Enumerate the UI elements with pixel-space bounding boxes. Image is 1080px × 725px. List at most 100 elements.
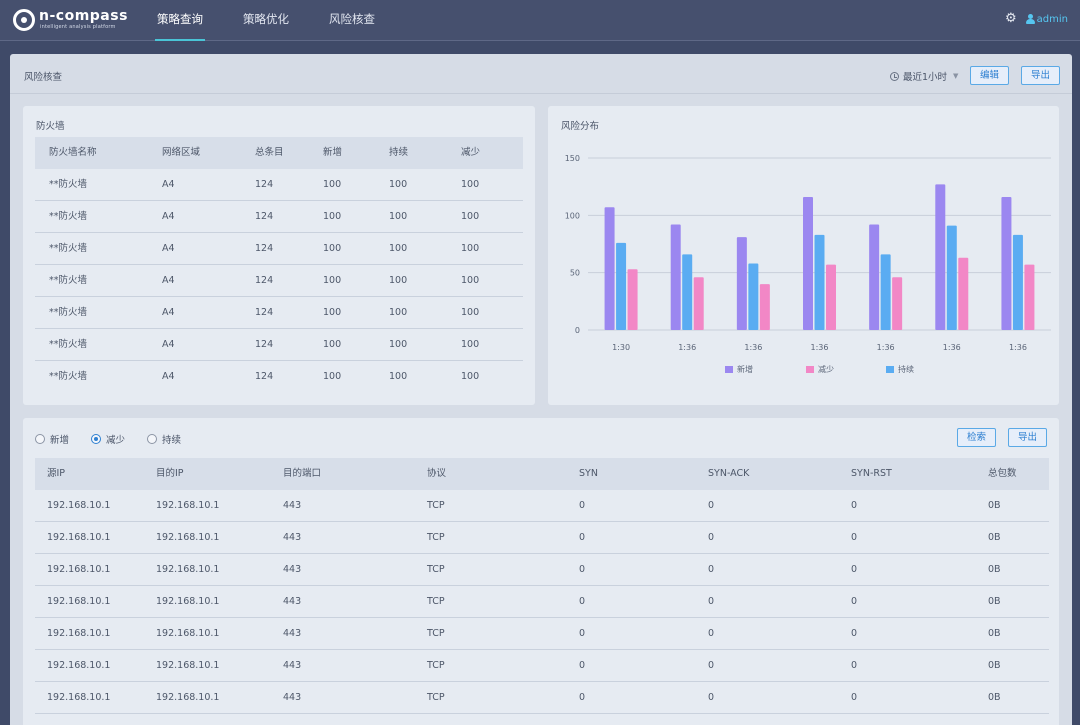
- column-header[interactable]: 源IP: [47, 468, 66, 479]
- gear-icon[interactable]: ⚙: [1005, 11, 1017, 26]
- packets-export-button[interactable]: 导出: [1008, 428, 1048, 447]
- table-cell: A4: [162, 211, 175, 222]
- app-logo[interactable]: n-compass intelligent analysis platform: [13, 8, 133, 34]
- column-header[interactable]: 总条目: [255, 147, 284, 158]
- column-header[interactable]: 防火墙名称: [49, 147, 97, 158]
- table-cell: 192.168.10.1: [156, 692, 220, 703]
- bar: [880, 254, 891, 330]
- column-header[interactable]: 新增: [323, 147, 343, 158]
- radio-circle: [35, 434, 45, 444]
- table-cell: TCP: [427, 532, 445, 543]
- packets-table-header: 源IP 目的IP 目的端口 协议 SYN SYN-ACK SYN-RST 总包数: [35, 458, 1049, 490]
- table-row[interactable]: 192.168.10.1 192.168.10.1 443 TCP 0 0 0 …: [35, 618, 1049, 650]
- user-menu[interactable]: admin: [1025, 13, 1068, 25]
- bar: [1024, 264, 1035, 330]
- table-cell: 443: [283, 596, 302, 607]
- user-name: admin: [1036, 13, 1068, 25]
- table-cell: 0B: [988, 628, 1001, 639]
- table-cell: A4: [162, 243, 175, 254]
- column-header[interactable]: 网络区域: [162, 147, 201, 158]
- x-tick-label: 1:36: [943, 343, 961, 352]
- table-cell: 100: [389, 307, 408, 318]
- table-cell: **防火墙: [49, 371, 88, 382]
- table-row[interactable]: **防火墙 A4 124 100 100 100: [35, 361, 523, 393]
- table-cell: 0B: [988, 692, 1001, 703]
- edit-button[interactable]: 编辑: [970, 66, 1010, 85]
- table-row[interactable]: 192.168.10.1 192.168.10.1 443 TCP 0 0 0 …: [35, 650, 1049, 682]
- bar: [759, 284, 770, 330]
- table-row[interactable]: 192.168.10.1 192.168.10.1 443 TCP 0 0 0 …: [35, 586, 1049, 618]
- time-range-value: 最近1小时: [903, 72, 948, 83]
- column-header[interactable]: 减少: [461, 147, 481, 158]
- table-cell: 124: [255, 243, 274, 254]
- bar: [892, 277, 903, 330]
- table-cell: 0: [708, 532, 715, 543]
- table-row[interactable]: 192.168.10.1 192.168.10.1 443 TCP 0 0 0 …: [35, 522, 1049, 554]
- column-header[interactable]: SYN-ACK: [708, 468, 750, 479]
- nav-tab-policy-query[interactable]: 策略查询: [155, 0, 205, 41]
- table-row[interactable]: **防火墙 A4 124 100 100 100: [35, 329, 523, 361]
- table-cell: 192.168.10.1: [47, 500, 111, 511]
- table-cell: 192.168.10.1: [47, 628, 111, 639]
- table-cell: 100: [461, 371, 480, 382]
- table-cell: 192.168.10.1: [156, 596, 220, 607]
- bar: [958, 257, 969, 330]
- column-header[interactable]: 目的IP: [156, 468, 184, 479]
- table-row[interactable]: **防火墙 A4 124 100 100 100: [35, 233, 523, 265]
- table-cell: 124: [255, 179, 274, 190]
- table-cell: 124: [255, 275, 274, 286]
- table-cell: 192.168.10.1: [156, 628, 220, 639]
- table-cell: 100: [323, 243, 342, 254]
- main-panel: 风险核查 最近1小时 ▼ 编辑 导出 防火墙 防火墙名称 网络区域 总条目 新增…: [10, 54, 1072, 725]
- table-cell: 0: [851, 596, 858, 607]
- table-cell: TCP: [427, 628, 445, 639]
- table-row[interactable]: **防火墙 A4 124 100 100 100: [35, 265, 523, 297]
- table-cell: 100: [323, 339, 342, 350]
- x-tick-label: 1:36: [678, 343, 696, 352]
- table-cell: 124: [255, 339, 274, 350]
- column-header[interactable]: 持续: [389, 147, 409, 158]
- export-button[interactable]: 导出: [1021, 66, 1061, 85]
- table-cell: 100: [389, 211, 408, 222]
- search-button[interactable]: 检索: [957, 428, 997, 447]
- table-cell: 443: [283, 660, 302, 671]
- table-cell: 192.168.10.1: [156, 564, 220, 575]
- table-cell: 100: [461, 243, 480, 254]
- chevron-down-icon: ▼: [953, 72, 959, 80]
- radio-added[interactable]: 新增: [35, 432, 69, 446]
- table-cell: 100: [389, 243, 408, 254]
- table-cell: 100: [323, 211, 342, 222]
- table-row[interactable]: **防火墙 A4 124 100 100 100: [35, 297, 523, 329]
- logo-subtitle: intelligent analysis platform: [40, 24, 116, 30]
- table-cell: 100: [461, 179, 480, 190]
- column-header[interactable]: 协议: [427, 468, 447, 479]
- table-row[interactable]: 192.168.10.1 192.168.10.1 443 TCP 0 0 0 …: [35, 682, 1049, 714]
- bar: [616, 242, 627, 330]
- packets-card: 新增 减少 持续 检索 导出 源IP 目的IP 目的端口 协议 SYN SYN-…: [23, 418, 1059, 725]
- bar: [1001, 196, 1012, 330]
- column-header[interactable]: SYN-RST: [851, 468, 892, 479]
- y-tick-label: 0: [575, 326, 580, 335]
- nav-tab-policy-optimize[interactable]: 策略优化: [243, 12, 289, 26]
- chart-title: 风险分布: [561, 121, 600, 132]
- column-header[interactable]: 目的端口: [283, 468, 322, 479]
- table-row[interactable]: 192.168.10.1 192.168.10.1 443 TCP 0 0 0 …: [35, 554, 1049, 586]
- bar: [670, 224, 681, 330]
- table-row[interactable]: 192.168.10.1 192.168.10.1 443 TCP 0 0 0 …: [35, 490, 1049, 522]
- radio-reduced[interactable]: 减少: [91, 432, 125, 446]
- time-range-select[interactable]: 最近1小时 ▼: [890, 69, 958, 83]
- legend-swatch: [886, 366, 894, 373]
- nav-tab-risk-check[interactable]: 风险核查: [329, 12, 375, 26]
- table-row[interactable]: **防火墙 A4 124 100 100 100: [35, 169, 523, 201]
- column-header[interactable]: SYN: [579, 468, 598, 479]
- table-cell: 192.168.10.1: [156, 660, 220, 671]
- table-cell: 0: [579, 660, 586, 671]
- radio-continued[interactable]: 持续: [147, 432, 181, 446]
- radio-label: 持续: [162, 435, 182, 446]
- table-cell: 100: [461, 211, 480, 222]
- column-header[interactable]: 总包数: [988, 468, 1017, 479]
- x-tick-label: 1:36: [1009, 343, 1027, 352]
- table-cell: 100: [323, 179, 342, 190]
- table-row[interactable]: **防火墙 A4 124 100 100 100: [35, 201, 523, 233]
- table-cell: 0: [708, 628, 715, 639]
